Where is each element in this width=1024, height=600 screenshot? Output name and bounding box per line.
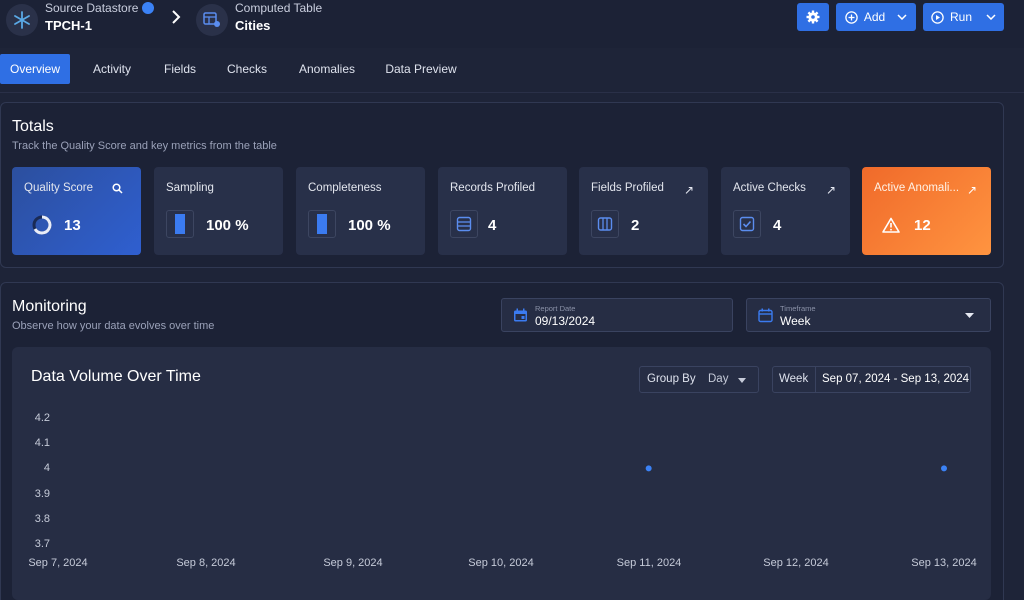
report-date-label: Report Date	[535, 304, 576, 313]
group-by-label: Group By	[647, 373, 696, 385]
card-label: Sampling	[166, 182, 214, 194]
tab-fields[interactable]: Fields	[163, 62, 196, 76]
y-tick-label: 4.1	[34, 437, 50, 449]
y-tick-label: 3.9	[34, 488, 50, 500]
card-value: 2	[631, 217, 640, 234]
snowflake-icon	[6, 4, 38, 36]
checkbox-icon	[733, 210, 761, 238]
run-button-label: Run	[949, 10, 972, 24]
timeframe-label: Timeframe	[780, 304, 816, 313]
active-checks-card[interactable]: Active Checks ↗ 4	[721, 167, 850, 255]
x-tick-label: Sep 13, 2024	[911, 557, 977, 569]
arrow-up-right-icon[interactable]: ↗	[683, 183, 694, 197]
card-value: 100 %	[206, 217, 249, 234]
calendar-icon	[758, 308, 773, 323]
settings-button[interactable]	[797, 3, 829, 31]
y-tick-label: 3.8	[34, 513, 50, 525]
chevron-down-icon	[897, 14, 907, 20]
y-tick-label: 4.2	[34, 412, 50, 424]
quality-score-card[interactable]: Quality Score 13	[12, 167, 141, 255]
records-profiled-card: Records Profiled 4	[438, 167, 567, 255]
score-ring-icon	[32, 215, 52, 235]
chevron-down-icon	[986, 14, 996, 20]
progress-bar-icon	[166, 210, 194, 238]
data-point[interactable]	[645, 465, 652, 472]
add-button-label: Add	[863, 10, 886, 24]
run-button[interactable]: Run	[923, 3, 1004, 31]
add-button[interactable]: Add	[836, 3, 916, 31]
top-bar: Source Datastore TPCH-1 Computed Table C…	[0, 0, 1024, 48]
card-value: 100 %	[348, 217, 391, 234]
sampling-card: Sampling 100 %	[154, 167, 283, 255]
card-label: Fields Profiled	[591, 182, 664, 194]
source-datastore-label: Source Datastore	[45, 1, 139, 15]
y-tick-label: 4	[43, 462, 50, 474]
records-icon	[450, 210, 478, 238]
chart-title: Data Volume Over Time	[31, 368, 201, 385]
computed-table-label: Computed Table	[235, 1, 323, 15]
card-value: 12	[914, 217, 931, 234]
tab-data-preview[interactable]: Data Preview	[385, 62, 457, 76]
card-value: 4	[773, 217, 782, 234]
report-date-field[interactable]: Report Date 09/13/2024	[501, 298, 733, 332]
monitoring-subtitle: Observe how your data evolves over time	[12, 320, 215, 332]
week-range-value: Sep 07, 2024 - Sep 13, 2024	[822, 373, 970, 385]
source-datastore-name[interactable]: TPCH-1	[45, 18, 92, 33]
week-label: Week	[779, 373, 809, 385]
x-tick-label: Sep 10, 2024	[468, 557, 534, 569]
x-tick-label: Sep 12, 2024	[763, 557, 829, 569]
group-by-select[interactable]: Group By Day	[639, 366, 759, 393]
group-by-value: Day	[708, 373, 729, 385]
columns-icon	[591, 210, 619, 238]
card-label: Records Profiled	[450, 182, 536, 194]
fields-profiled-card[interactable]: Fields Profiled ↗ 2	[579, 167, 708, 255]
week-range-picker[interactable]: Week Sep 07, 2024 - Sep 13, 2024	[772, 366, 971, 393]
card-value: 13	[64, 217, 81, 234]
x-tick-label: Sep 7, 2024	[28, 557, 88, 569]
computed-table-name[interactable]: Cities	[235, 18, 271, 33]
arrow-up-right-icon[interactable]: ↗	[825, 183, 836, 197]
tab-activity[interactable]: Activity	[92, 62, 131, 76]
plus-circle-icon	[845, 10, 858, 24]
y-tick-label: 3.7	[34, 538, 50, 550]
chevron-right-icon	[172, 10, 181, 24]
timeframe-select[interactable]: Timeframe Week	[746, 298, 991, 332]
arrow-up-right-icon[interactable]: ↗	[966, 183, 977, 197]
progress-bar-icon	[308, 210, 336, 238]
caret-down-icon	[738, 378, 746, 383]
timeframe-value: Week	[780, 314, 811, 328]
info-icon[interactable]	[142, 2, 154, 14]
play-circle-icon	[931, 10, 944, 24]
tab-overview[interactable]: Overview	[0, 54, 70, 84]
computed-table-icon	[196, 4, 228, 36]
divider	[815, 367, 816, 392]
warning-icon	[882, 217, 900, 233]
data-point[interactable]	[941, 465, 947, 472]
caret-down-icon	[965, 313, 974, 318]
tab-anomalies[interactable]: Anomalies	[298, 62, 356, 76]
monitoring-title: Monitoring	[12, 298, 87, 315]
x-tick-label: Sep 9, 2024	[323, 557, 383, 569]
gear-icon	[806, 10, 820, 24]
card-value: 4	[488, 217, 497, 234]
calendar-icon	[514, 308, 527, 322]
card-label: Active Anomali...	[874, 182, 960, 194]
report-date-value: 09/13/2024	[535, 314, 596, 328]
tab-checks[interactable]: Checks	[226, 62, 267, 76]
tab-divider	[0, 92, 1024, 93]
totals-title: Totals	[12, 118, 54, 135]
completeness-card: Completeness 100 %	[296, 167, 425, 255]
card-label: Completeness	[308, 182, 382, 194]
active-anomalies-card[interactable]: Active Anomali... ↗ 12	[862, 167, 991, 255]
card-label: Active Checks	[733, 182, 806, 194]
search-icon[interactable]	[112, 183, 123, 194]
x-tick-label: Sep 8, 2024	[176, 557, 236, 569]
card-label: Quality Score	[24, 182, 94, 194]
x-tick-label: Sep 11, 2024	[616, 557, 682, 569]
totals-subtitle: Track the Quality Score and key metrics …	[12, 140, 277, 152]
